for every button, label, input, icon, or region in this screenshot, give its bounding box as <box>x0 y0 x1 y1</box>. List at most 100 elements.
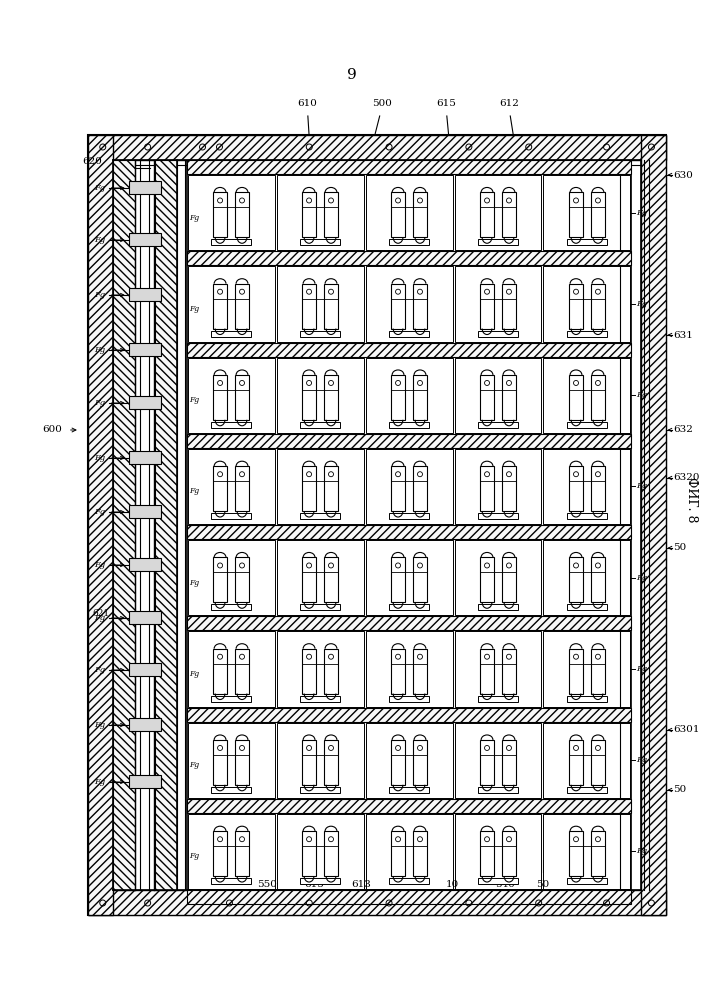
Bar <box>129 396 160 409</box>
Bar <box>366 631 452 706</box>
Text: Fg: Fg <box>189 852 199 860</box>
Bar <box>413 284 427 329</box>
Bar <box>213 740 227 785</box>
Text: Fg: Fg <box>95 184 106 192</box>
Bar <box>366 540 452 615</box>
Bar <box>187 266 274 342</box>
Bar <box>129 451 160 464</box>
Bar <box>213 466 227 511</box>
Bar <box>300 331 340 337</box>
Bar <box>480 740 494 785</box>
Bar <box>324 831 338 876</box>
Bar <box>569 831 583 876</box>
Bar <box>591 466 605 511</box>
Text: 550: 550 <box>257 880 277 889</box>
Bar <box>591 557 605 602</box>
Bar <box>324 284 338 329</box>
Text: Fg: Fg <box>189 305 199 313</box>
Text: 20: 20 <box>275 253 288 262</box>
Text: 540: 540 <box>495 880 515 889</box>
Bar <box>276 722 363 798</box>
Bar <box>391 192 405 237</box>
Text: 615: 615 <box>304 880 325 889</box>
Bar <box>544 449 631 524</box>
Bar <box>480 831 494 876</box>
Text: 500: 500 <box>372 99 392 108</box>
Bar <box>276 449 363 524</box>
Bar <box>391 284 405 329</box>
Text: 615: 615 <box>436 99 456 108</box>
Text: Fg: Fg <box>95 666 106 674</box>
Bar <box>389 696 429 702</box>
Bar <box>235 740 249 785</box>
Bar <box>129 611 160 624</box>
Text: 620: 620 <box>82 157 102 166</box>
Bar <box>569 740 583 785</box>
Bar <box>129 558 160 571</box>
Bar <box>302 557 316 602</box>
Bar <box>300 239 340 245</box>
Bar <box>276 358 363 433</box>
Bar <box>502 649 516 694</box>
Bar <box>129 663 160 676</box>
Bar <box>213 649 227 694</box>
Text: Fg: Fg <box>636 665 648 673</box>
Bar <box>187 708 631 722</box>
Bar <box>235 466 249 511</box>
Bar <box>187 175 274 250</box>
FancyArrowPatch shape <box>284 232 296 250</box>
Bar <box>211 331 251 337</box>
Text: 630: 630 <box>673 170 694 180</box>
Bar <box>129 775 160 788</box>
Bar <box>187 799 631 813</box>
Bar <box>213 375 227 420</box>
Bar <box>478 422 518 428</box>
Bar <box>478 331 518 337</box>
Bar <box>569 466 583 511</box>
Bar <box>641 135 667 915</box>
Bar <box>478 239 518 245</box>
Bar <box>591 831 605 876</box>
Bar <box>569 557 583 602</box>
Bar <box>235 375 249 420</box>
Text: 50: 50 <box>673 786 686 794</box>
Bar <box>413 740 427 785</box>
Bar <box>324 466 338 511</box>
Bar <box>129 233 160 246</box>
Bar <box>129 718 160 731</box>
Bar <box>591 649 605 694</box>
Bar <box>591 740 605 785</box>
Bar <box>88 135 667 160</box>
Bar <box>213 192 227 237</box>
Bar <box>591 375 605 420</box>
Bar <box>413 831 427 876</box>
Bar <box>567 604 607 610</box>
Bar <box>276 814 363 889</box>
Text: Fg: Fg <box>95 721 106 729</box>
Bar <box>455 175 542 250</box>
Bar <box>235 831 249 876</box>
Bar <box>591 192 605 237</box>
Bar <box>389 422 429 428</box>
Text: Fg: Fg <box>636 300 648 308</box>
Bar <box>391 466 405 511</box>
Bar <box>413 466 427 511</box>
Bar <box>502 831 516 876</box>
Bar <box>591 284 605 329</box>
Bar <box>235 557 249 602</box>
Bar <box>324 649 338 694</box>
Bar <box>366 449 452 524</box>
Bar <box>569 192 583 237</box>
Bar <box>502 557 516 602</box>
Bar <box>211 422 251 428</box>
Bar <box>300 878 340 884</box>
Bar <box>211 696 251 702</box>
Bar <box>366 814 452 889</box>
Bar <box>302 375 316 420</box>
Bar <box>187 251 631 265</box>
Bar <box>389 787 429 793</box>
Text: 621: 621 <box>93 608 110 617</box>
Bar <box>413 192 427 237</box>
Bar <box>211 787 251 793</box>
Bar <box>302 466 316 511</box>
